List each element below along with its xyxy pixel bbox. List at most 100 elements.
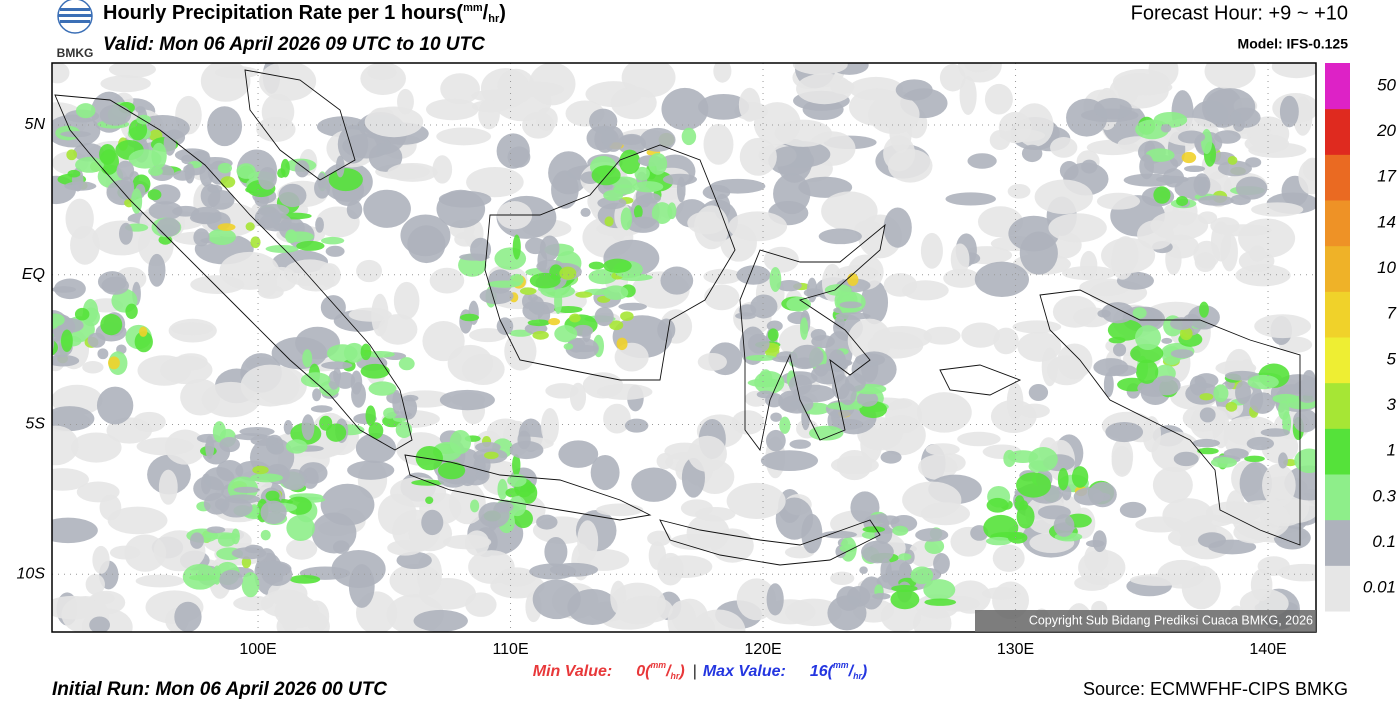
rain-cell (184, 163, 195, 184)
rain-cell (148, 166, 163, 177)
rain-patch (1197, 532, 1227, 548)
rain-cell (314, 177, 331, 199)
rain-cell (296, 240, 325, 251)
rain-patch (449, 482, 486, 525)
rain-patch (880, 450, 902, 464)
rain-patch (52, 406, 95, 432)
rain-cell (563, 343, 574, 350)
rain-cell (835, 312, 871, 320)
rain-patch (957, 431, 1001, 447)
rain-patch (1081, 159, 1098, 174)
rain-cell (619, 149, 641, 175)
rain-patch (52, 468, 89, 491)
rain-patch (1173, 451, 1199, 467)
rain-cell (770, 412, 782, 422)
colorbar-swatch (1325, 337, 1350, 384)
rain-patch (694, 205, 729, 250)
rain-cell (736, 265, 771, 285)
rain-cell (529, 296, 545, 315)
rain-cell (285, 229, 298, 244)
rain-patch (1232, 500, 1291, 540)
copyright-box (975, 610, 1316, 632)
rain-patch (1006, 382, 1024, 421)
rain-cell (519, 482, 538, 504)
rain-cell (1193, 173, 1211, 197)
rain-patch (596, 503, 644, 517)
rain-patch (132, 411, 166, 433)
rain-cell (75, 156, 104, 173)
rain-cell (156, 217, 181, 237)
rain-cell (844, 373, 866, 392)
rain-cell (681, 127, 697, 146)
rain-patch (763, 246, 799, 273)
colorbar-label: 0.1 (1372, 532, 1396, 551)
rain-patch (387, 162, 438, 182)
colorbar-swatch (1325, 382, 1350, 429)
rain-cell (836, 586, 861, 611)
rain-cell (1135, 119, 1170, 140)
rain-cell (244, 544, 264, 554)
rain-cell (620, 207, 633, 231)
rain-cell (245, 222, 255, 231)
rain-cell (839, 301, 862, 309)
rain-patch (998, 111, 1032, 144)
rain-patch (171, 322, 214, 336)
max-label: Max Value: (703, 663, 786, 680)
rain-cell (767, 328, 779, 342)
rain-cell (351, 382, 366, 408)
unit-close: ) (860, 663, 867, 680)
rain-patch (1302, 157, 1316, 181)
rain-cell (260, 529, 271, 541)
rain-cell (138, 326, 148, 337)
rain-cell (910, 566, 934, 585)
rain-cell (283, 420, 293, 435)
rain-cell (415, 446, 443, 471)
rain-cell (1278, 452, 1288, 469)
rain-cell (280, 158, 290, 178)
rain-cell (832, 418, 864, 430)
rain-cell (66, 149, 78, 161)
rain-patch (660, 266, 694, 295)
axis-labels: 100E 110E 120E 130E 140E 5N EQ 5S 10S (17, 116, 1287, 658)
rain-cell (1245, 157, 1262, 168)
rain-cell (300, 372, 331, 388)
rain-patch (233, 595, 274, 612)
rain-patch (135, 574, 185, 588)
rain-cell (821, 530, 857, 539)
graticule (52, 63, 1316, 632)
rain-patch (624, 418, 649, 433)
rain-cell (1019, 500, 1029, 511)
rain-patch (1019, 403, 1050, 419)
rain-patch (426, 98, 479, 121)
rain-patch (378, 314, 418, 345)
rain-cell (527, 319, 551, 327)
rain-cell (1235, 380, 1251, 405)
rain-patch (529, 63, 576, 106)
rain-cell (315, 217, 324, 233)
rain-patch (393, 281, 420, 320)
rain-patch (377, 493, 417, 535)
rain-cell (1294, 448, 1316, 473)
unit-slash: / (665, 663, 672, 680)
colorbar-swatch (1325, 245, 1350, 292)
rain-patch (887, 148, 933, 183)
rain-patch (92, 545, 110, 574)
rain-patch (100, 75, 151, 93)
rain-cell (619, 134, 643, 146)
rain-cell (60, 130, 91, 138)
rain-cell (616, 337, 628, 351)
colorbar-swatch (1325, 200, 1350, 247)
forecast-hour: Forecast Hour: +9 ~ +10 (1131, 2, 1348, 24)
rain-patch (939, 64, 966, 92)
unit-num: mm (463, 2, 483, 14)
rain-cell (1101, 302, 1135, 324)
rain-cell (634, 166, 650, 181)
rain-cell (398, 357, 415, 371)
rain-cell (548, 318, 561, 326)
rain-cell (591, 165, 621, 186)
colorbar-label: 10 (1377, 258, 1396, 277)
rain-cell (924, 538, 945, 554)
rain-cell (512, 234, 521, 260)
rain-patch (261, 93, 295, 130)
rain-cell (924, 598, 957, 606)
